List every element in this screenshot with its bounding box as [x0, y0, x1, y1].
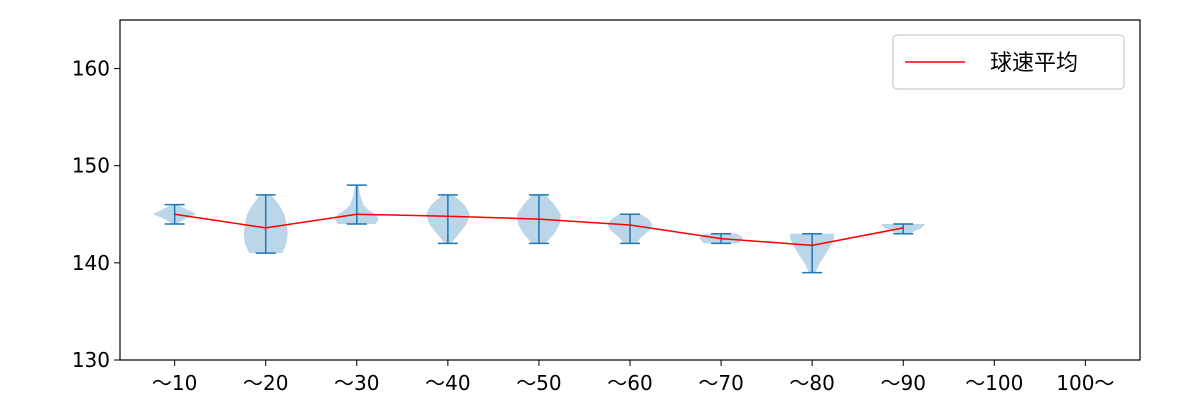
x-tick-label: ～10 [152, 371, 197, 395]
legend-label: 球速平均 [990, 51, 1078, 76]
x-tick-label: ～30 [334, 371, 379, 395]
y-axis: 130 140 150 160 [72, 57, 120, 372]
legend-box [892, 34, 1125, 90]
x-tick-label: ～80 [789, 371, 834, 395]
violin-group [790, 232, 835, 274]
violins-layer [152, 184, 926, 274]
violin-group [881, 223, 926, 235]
violin-group [152, 203, 197, 225]
x-tick-label: ～70 [698, 371, 743, 395]
violin-group [608, 213, 652, 245]
legend: 球速平均 [892, 34, 1125, 90]
y-tick-label: 130 [72, 348, 110, 372]
mean-line-layer [174, 213, 904, 247]
violin-group [425, 194, 470, 245]
x-tick-label: ～20 [243, 371, 288, 395]
mean-speed-line [174, 213, 904, 247]
x-tick-label: ～40 [425, 371, 470, 395]
violin-group [243, 194, 288, 254]
violin-group [334, 184, 379, 225]
y-tick-label: 150 [72, 154, 110, 178]
x-tick-label: 100～ [1056, 371, 1114, 395]
y-tick-label: 140 [72, 251, 110, 275]
x-tick-label: ～100 [965, 371, 1023, 395]
x-tick-label: ～60 [607, 371, 652, 395]
y-tick-label: 160 [72, 57, 110, 81]
x-tick-label: ～50 [516, 371, 561, 395]
x-tick-label: ～90 [880, 371, 925, 395]
x-axis: ～10 ～20 ～30 ～40 ～50 ～60 ～70 ～80 ～90 ～100 100～ [152, 360, 1114, 395]
